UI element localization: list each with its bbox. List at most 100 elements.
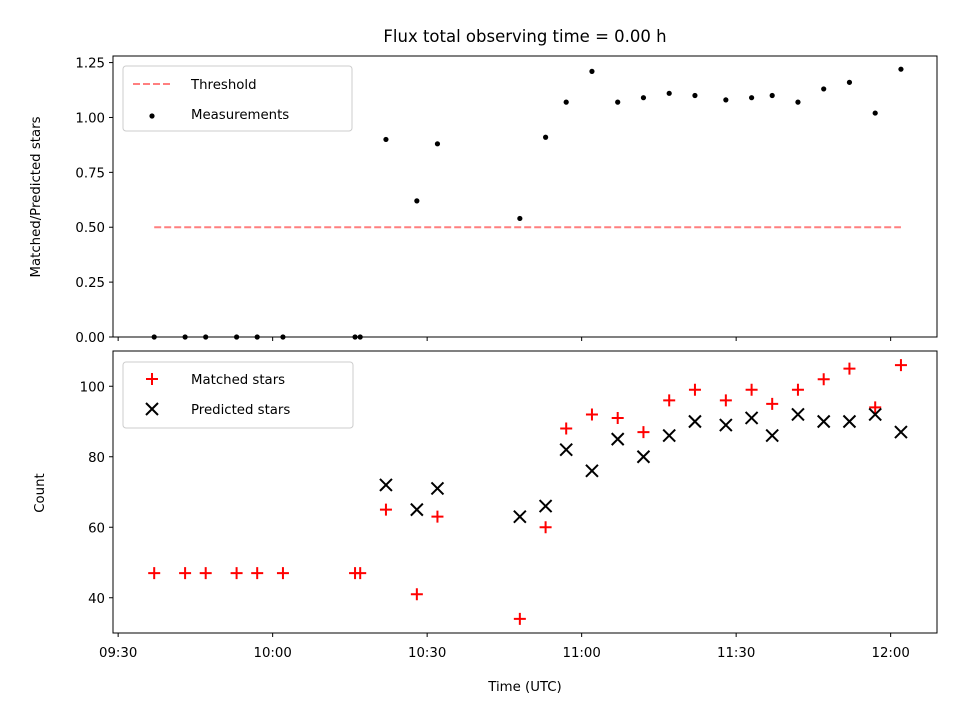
- y-tick-label: 1.25: [75, 57, 105, 72]
- x-tick-label: 11:30: [717, 646, 755, 661]
- top-x-ticks: [117, 337, 892, 341]
- y-tick-label: 60: [88, 521, 105, 536]
- matched-star-point: [179, 567, 192, 580]
- x-tick-label: 10:00: [253, 646, 291, 661]
- bottom-legend-box: [122, 361, 354, 429]
- bottom-panel: Count Time (UTC) 40 60 80 100 09:30 10:00 10:…: [33, 350, 938, 695]
- bottom-legend: Matched stars Predicted stars: [122, 361, 354, 429]
- matched-star-point: [539, 521, 552, 534]
- chart-title: Flux total observing time = 0.00 h: [383, 27, 666, 46]
- legend-measurements-label: Measurements: [191, 108, 289, 123]
- matched-star-point: [431, 510, 444, 523]
- legend-predicted-label: Predicted stars: [191, 403, 290, 418]
- legend-measurements-swatch: [149, 113, 155, 119]
- legend-predicted-swatch: [145, 402, 159, 416]
- measurement-point: [414, 198, 420, 204]
- measurement-point: [517, 215, 523, 222]
- legend-threshold-label: Threshold: [190, 78, 257, 93]
- measurement-point: [640, 95, 647, 101]
- top-panel: Matched/Predicted stars 0.00 0.25 0.50 0.75…: [29, 55, 938, 346]
- matched-star-point: [745, 383, 758, 396]
- measurement-point: [666, 90, 672, 96]
- measurement-point: [872, 110, 878, 116]
- matched-star-point: [719, 394, 732, 407]
- matched-star-point: [354, 567, 367, 580]
- measurement-point: [543, 134, 549, 140]
- measurement-point: [692, 92, 698, 99]
- measurement-point: [846, 79, 853, 85]
- matched-star-point: [251, 567, 264, 580]
- predicted-star-point: [744, 411, 759, 425]
- predicted-star-point: [816, 414, 831, 429]
- predicted-star-point: [585, 464, 599, 478]
- measurement-point: [434, 141, 441, 147]
- measurement-point: [383, 136, 389, 143]
- top-legend-box: [122, 65, 353, 132]
- measurement-point: [589, 68, 595, 74]
- matched-star-point: [410, 588, 423, 601]
- predicted-star-point: [410, 502, 424, 517]
- matched-star-point: [560, 422, 573, 435]
- top-y-axis-label: Matched/Predicted stars: [29, 116, 44, 277]
- predicted-star-point: [719, 418, 733, 432]
- bottom-plot-marks: [148, 359, 908, 625]
- predicted-star-point: [894, 425, 908, 439]
- bottom-plot-frame: [112, 350, 938, 634]
- predicted-star-point: [636, 450, 651, 464]
- predicted-star-point: [379, 478, 393, 492]
- x-tick-label: 10:30: [408, 646, 446, 661]
- predicted-star-point: [842, 414, 857, 429]
- matched-star-point: [611, 411, 624, 424]
- x-tick-label: 12:00: [871, 646, 909, 661]
- x-axis-label: Time (UTC): [487, 680, 562, 695]
- x-tick-label: 09:30: [99, 646, 137, 661]
- y-tick-label: 0.25: [75, 276, 105, 291]
- predicted-star-point: [868, 407, 882, 422]
- matched-star-point: [148, 567, 161, 580]
- matched-star-point: [688, 383, 701, 396]
- bottom-x-ticks: 09:30 10:00 10:30 11:00 11:30 12:00: [99, 633, 910, 661]
- predicted-star-point: [610, 432, 625, 446]
- measurement-point: [769, 92, 775, 99]
- bottom-y-ticks: 40 60 80 100: [80, 380, 113, 607]
- measurement-point: [723, 97, 729, 103]
- y-tick-label: 100: [80, 380, 105, 395]
- y-tick-label: 0.50: [75, 221, 105, 236]
- predicted-star-point: [688, 414, 702, 429]
- y-tick-label: 0.00: [75, 331, 105, 346]
- measurement-point: [898, 66, 904, 72]
- matched-star-point: [869, 401, 882, 414]
- matched-star-point: [585, 408, 598, 421]
- predicted-star-point: [765, 428, 779, 443]
- y-tick-label: 40: [88, 592, 105, 607]
- matched-star-point: [894, 359, 907, 372]
- predicted-star-point: [662, 428, 676, 443]
- measurement-point: [615, 99, 621, 105]
- top-y-ticks: 0.00 0.25 0.50 0.75 1.00 1.25: [75, 57, 113, 346]
- measurement-point: [563, 99, 569, 105]
- y-tick-label: 1.00: [75, 111, 105, 126]
- matched-star-point: [637, 426, 650, 439]
- matched-star-point: [230, 567, 243, 580]
- matched-star-point: [663, 394, 676, 407]
- measurement-point: [749, 95, 755, 101]
- bottom-y-axis-label: Count: [33, 473, 48, 513]
- matched-star-point: [791, 383, 804, 396]
- x-tick-label: 11:00: [562, 646, 600, 661]
- top-plot-frame: [112, 55, 938, 338]
- predicted-star-point: [430, 481, 445, 496]
- matched-star-point: [379, 503, 392, 516]
- predicted-star-point: [791, 407, 805, 422]
- legend-matched-swatch: [146, 373, 158, 385]
- matched-star-point: [817, 373, 830, 386]
- top-legend: Threshold Measurements: [122, 65, 353, 132]
- measurement-point: [821, 86, 827, 92]
- y-tick-label: 0.75: [75, 166, 105, 181]
- matched-star-point: [843, 362, 856, 375]
- matched-star-point: [199, 567, 212, 580]
- matched-star-point: [513, 612, 526, 625]
- predicted-star-point: [538, 499, 553, 513]
- matched-star-point: [276, 567, 289, 580]
- legend-matched-label: Matched stars: [191, 373, 285, 388]
